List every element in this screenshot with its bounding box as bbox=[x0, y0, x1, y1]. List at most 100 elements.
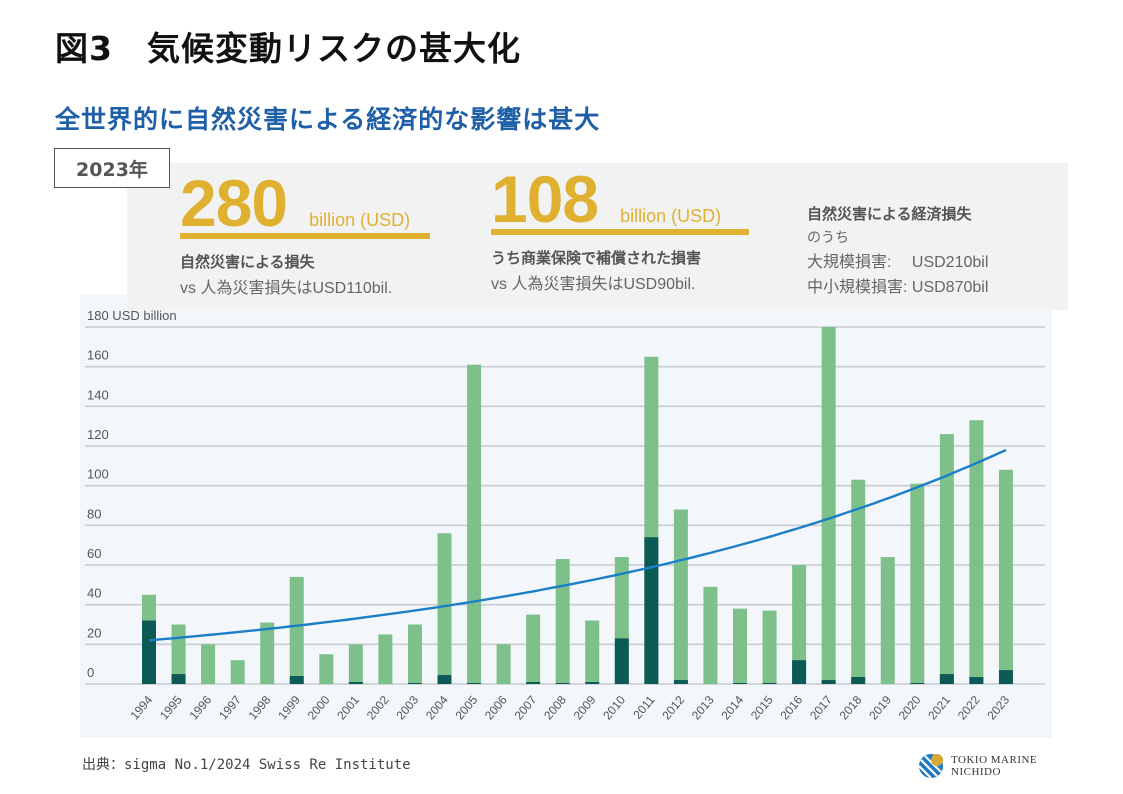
x-tick-label: 2021 bbox=[925, 693, 953, 723]
bar-total bbox=[673, 509, 688, 684]
y-tick-label: 40 bbox=[87, 586, 101, 601]
bar-total bbox=[230, 660, 245, 684]
bar-dark-segment bbox=[969, 677, 984, 684]
x-tick-label: 2019 bbox=[866, 693, 894, 723]
x-tick-label: 2000 bbox=[305, 693, 333, 723]
stat-value: 280 bbox=[180, 166, 288, 240]
x-tick-label: 2011 bbox=[630, 693, 658, 722]
x-tick-label: 2017 bbox=[807, 693, 835, 723]
x-tick-label: 2004 bbox=[423, 693, 451, 723]
stat-sub: vs 人為災害損失はUSD110bil. bbox=[180, 280, 393, 297]
x-tick-label: 1997 bbox=[216, 693, 244, 723]
stat-sub: vs 人為災害損失はUSD90bil. bbox=[491, 276, 696, 293]
bar-dark-segment bbox=[644, 537, 659, 684]
y-tick-label: 0 bbox=[87, 665, 94, 680]
y-tick-label: 100 bbox=[87, 467, 109, 482]
stat-insured-loss: 108 billion (USD) うち商業保険で補償された損害 vs 人為災害… bbox=[491, 162, 749, 294]
y-tick-label: 80 bbox=[87, 506, 101, 521]
x-tick-label: 2008 bbox=[541, 693, 569, 723]
x-tick-label: 1995 bbox=[157, 693, 185, 723]
bar-total bbox=[171, 624, 186, 684]
stat-unit: billion (USD) bbox=[309, 210, 411, 230]
bar-total bbox=[703, 586, 718, 684]
bar-dark-segment bbox=[792, 660, 807, 684]
y-tick-label: 120 bbox=[87, 427, 109, 442]
bar-total bbox=[201, 644, 216, 684]
bar-total bbox=[733, 608, 747, 684]
logo-line2: NICHIDO bbox=[951, 766, 1001, 778]
stat-unit: billion (USD) bbox=[620, 206, 722, 226]
x-tick-label: 2001 bbox=[334, 693, 362, 723]
x-tick-label: 2003 bbox=[393, 693, 421, 723]
bar-dark-segment bbox=[142, 620, 156, 684]
y-tick-label: 160 bbox=[87, 348, 109, 363]
trend-line bbox=[148, 448, 1007, 642]
page-subtitle: 全世界的に自然災害による経済的な影響は甚大 bbox=[55, 105, 601, 134]
x-tick-label: 2005 bbox=[452, 693, 480, 723]
bar-total bbox=[585, 620, 600, 684]
bar-dark-segment bbox=[673, 680, 688, 684]
source-note: 出典：sigma No.1/2024 Swiss Re Institute bbox=[82, 757, 411, 773]
x-tick-label: 1994 bbox=[127, 693, 155, 723]
info-panel: 280 billion (USD) 自然災害による損失 vs 人為災害損失はUS… bbox=[127, 163, 1068, 310]
bar-total bbox=[260, 622, 275, 684]
bar-total bbox=[969, 420, 984, 684]
stat-value: 108 bbox=[491, 162, 599, 236]
y-tick-label: 20 bbox=[87, 625, 101, 640]
stat-natural-loss: 280 billion (USD) 自然災害による損失 vs 人為災害損失はUS… bbox=[180, 166, 430, 298]
bar-total bbox=[319, 654, 334, 684]
bar-total bbox=[378, 634, 393, 684]
bar-dark-segment bbox=[939, 674, 954, 684]
y-tick-label: 140 bbox=[87, 387, 109, 402]
stat-label: うち商業保険で補償された損害 bbox=[491, 249, 702, 267]
x-tick-label: 2016 bbox=[778, 693, 806, 723]
breakdown-heading: 自然災害による経済損失 bbox=[807, 205, 972, 223]
breakdown-small: 中小規模損害: USD870bil bbox=[807, 279, 989, 296]
company-logo: TOKIO MARINE NICHIDO bbox=[917, 752, 1037, 780]
bar-total bbox=[762, 610, 777, 684]
x-tick-label: 2022 bbox=[955, 693, 983, 723]
year-badge: 2023年 bbox=[54, 148, 170, 188]
bar-dark-segment bbox=[762, 683, 777, 684]
x-tick-label: 2014 bbox=[718, 693, 746, 723]
x-tick-label: 2015 bbox=[748, 693, 776, 723]
bar-dark-segment bbox=[555, 683, 570, 684]
logo-line1: TOKIO MARINE bbox=[951, 754, 1038, 766]
breakdown-large: 大規模損害: USD210bil bbox=[807, 254, 989, 271]
x-tick-label: 2007 bbox=[512, 693, 540, 723]
x-tick-label: 2010 bbox=[600, 693, 628, 723]
bar-total bbox=[792, 565, 807, 684]
bar-dark-segment bbox=[289, 676, 304, 684]
x-tick-label: 2018 bbox=[837, 693, 865, 723]
bar-dark-segment bbox=[171, 674, 186, 684]
bar-total bbox=[348, 644, 363, 684]
loss-breakdown: 自然災害による経済損失 のうち 大規模損害: USD210bil 中小規模損害:… bbox=[807, 203, 988, 297]
x-tick-label: 2012 bbox=[659, 693, 687, 723]
breakdown-intro: のうち bbox=[807, 229, 849, 245]
bar-total bbox=[851, 479, 866, 684]
x-tick-label: 2002 bbox=[364, 693, 392, 723]
x-tick-label: 1999 bbox=[275, 693, 303, 723]
logo-emblem-icon bbox=[918, 754, 943, 779]
x-tick-label: 2020 bbox=[896, 693, 924, 723]
bar-total bbox=[407, 624, 422, 684]
x-tick-label: 2013 bbox=[689, 693, 717, 723]
x-tick-label: 2009 bbox=[571, 693, 599, 723]
bar-total bbox=[437, 533, 452, 684]
page-title: 図3 気候変動リスクの甚大化 bbox=[55, 29, 521, 68]
bar-total bbox=[289, 576, 304, 684]
bar-dark-segment bbox=[821, 680, 836, 684]
bar-total bbox=[998, 469, 1013, 684]
bar-dark-segment bbox=[614, 638, 629, 684]
bar-dark-segment bbox=[851, 677, 866, 684]
bar-total bbox=[555, 559, 570, 684]
bar-dark-segment bbox=[733, 683, 747, 684]
y-tick-label: 180 USD billion bbox=[87, 308, 177, 323]
y-tick-label: 60 bbox=[87, 546, 101, 561]
bar-total bbox=[939, 434, 954, 684]
bar-dark-segment bbox=[407, 683, 422, 684]
bar-dark-segment bbox=[998, 670, 1013, 684]
bar-dark-segment bbox=[437, 675, 452, 684]
bar-total bbox=[496, 644, 511, 684]
bar-total bbox=[467, 364, 482, 684]
